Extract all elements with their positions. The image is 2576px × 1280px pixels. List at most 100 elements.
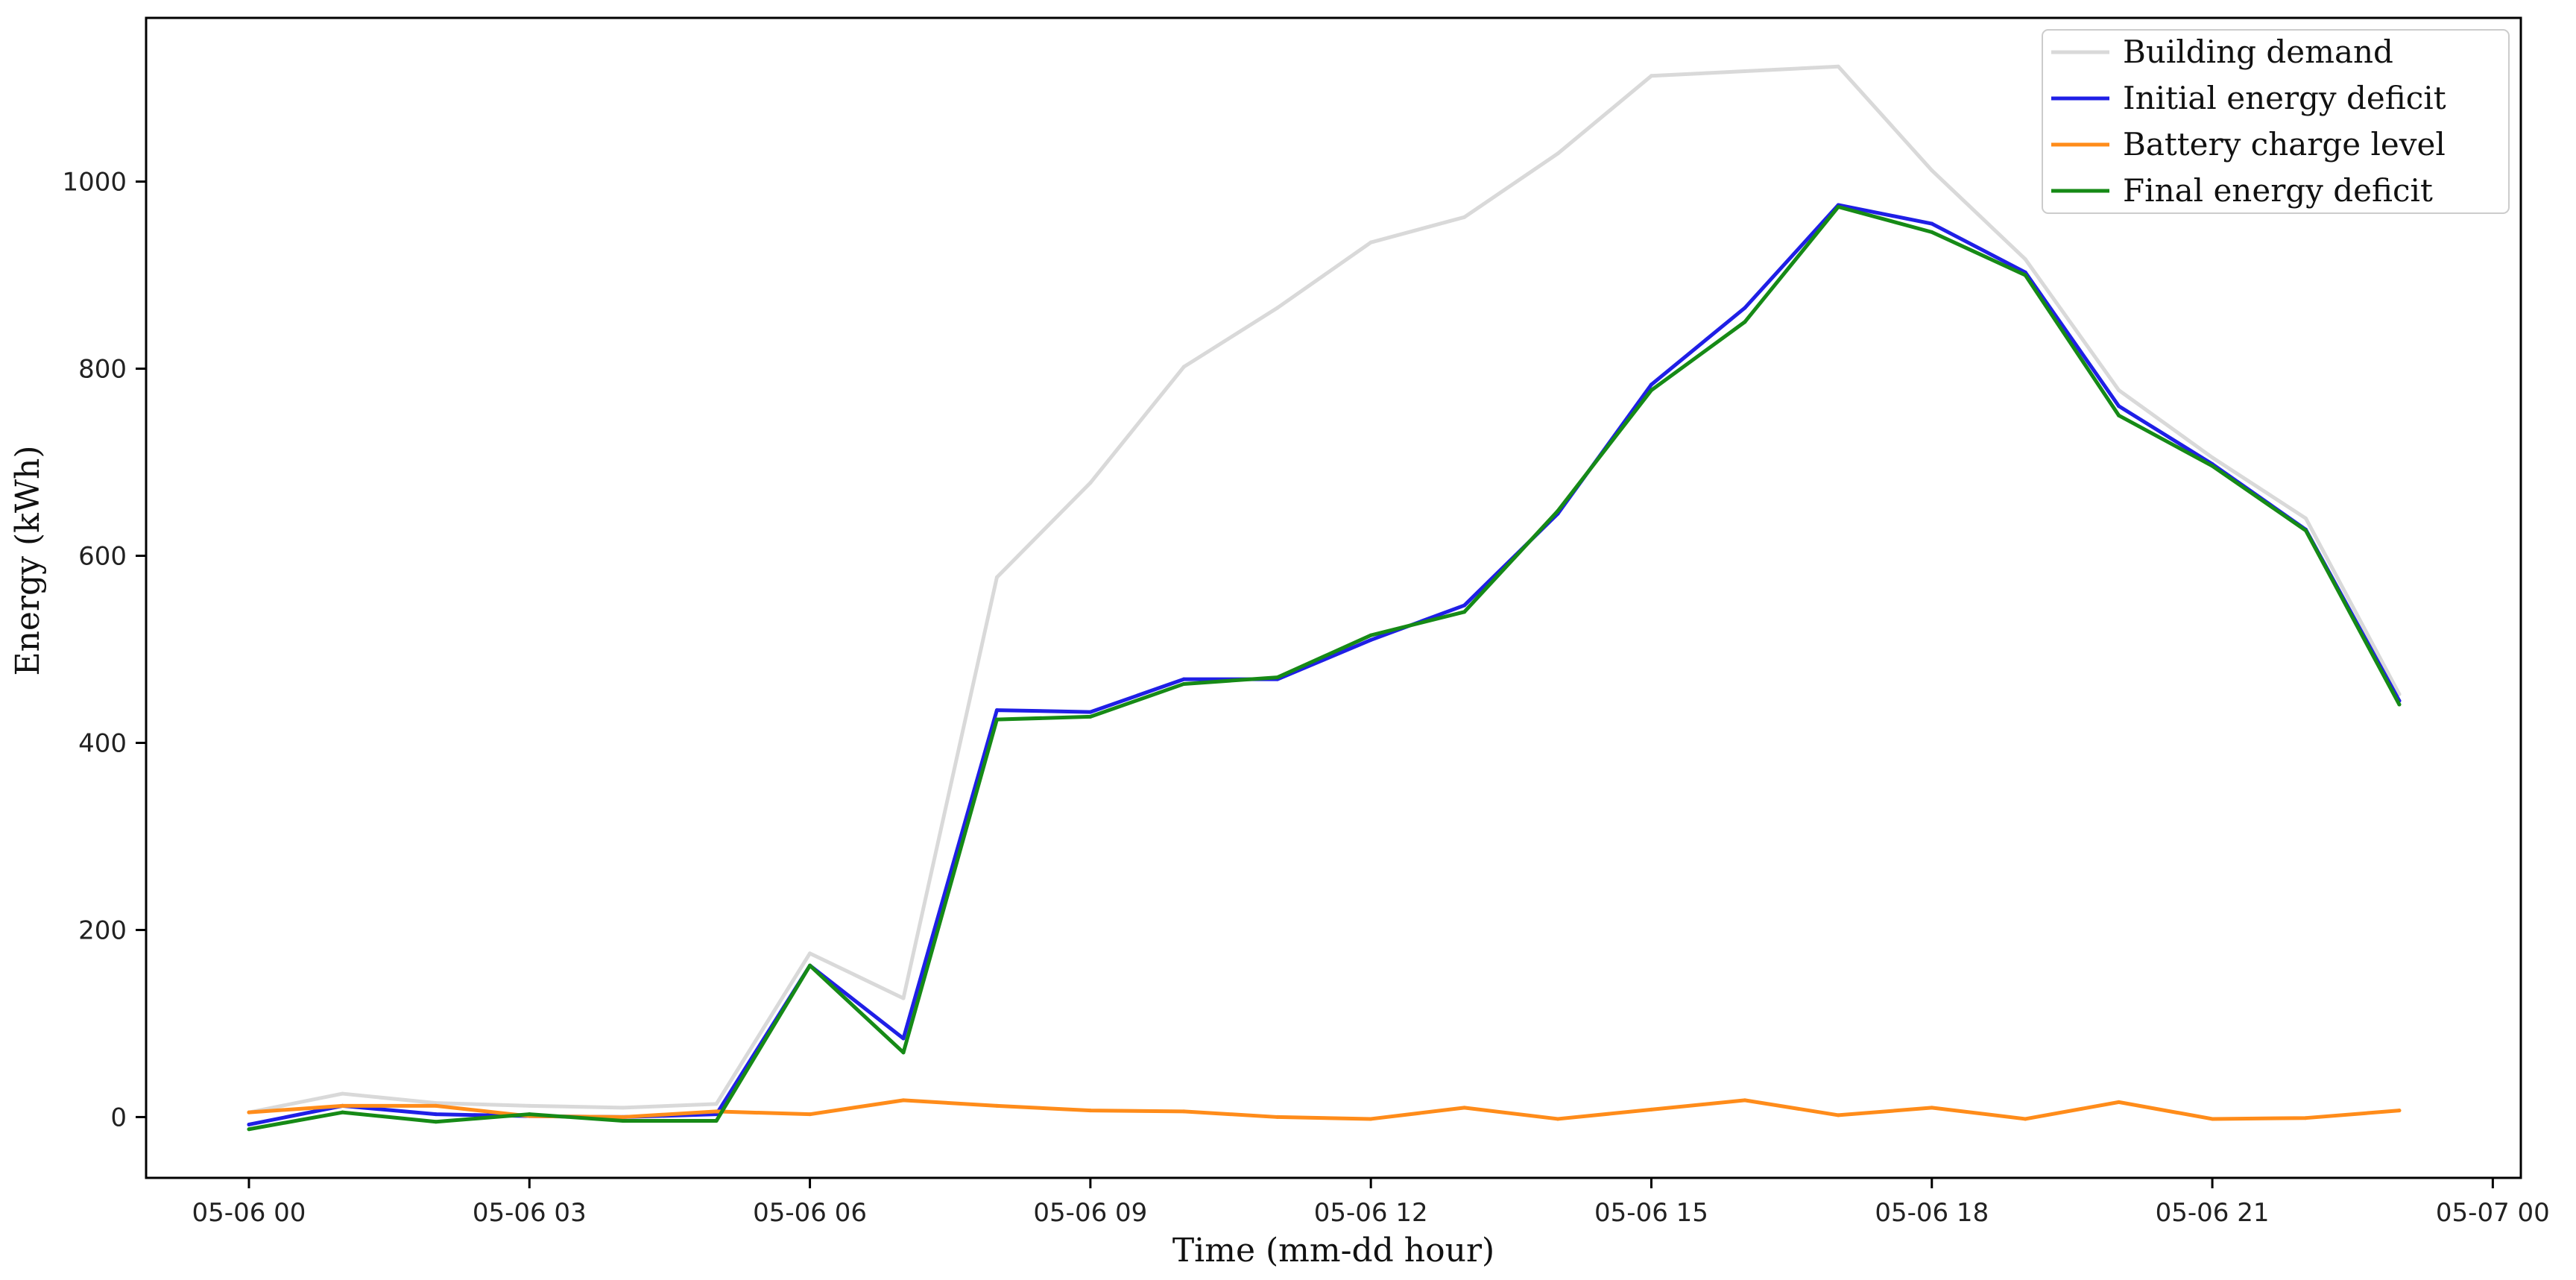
data-point: [901, 1098, 906, 1103]
data-point: [1649, 74, 1653, 78]
data-point: [1649, 382, 1653, 387]
data-point: [1556, 508, 1560, 513]
legend-frame: [2042, 29, 2510, 214]
legend-label: Battery charge level: [2123, 126, 2446, 163]
y-tick-label: 800: [78, 355, 127, 385]
data-point: [1930, 168, 1934, 173]
data-point: [1649, 1107, 1653, 1112]
data-point: [1368, 633, 1373, 637]
series-points-initial-energy-deficit: [247, 203, 2402, 1126]
data-point: [340, 1091, 344, 1096]
data-point: [808, 951, 812, 956]
series-layer: [247, 64, 2402, 1132]
data-point: [1930, 1106, 1934, 1110]
data-point: [1275, 675, 1280, 680]
data-point: [1462, 610, 1467, 614]
data-point: [1743, 69, 1747, 74]
data-point: [2397, 702, 2402, 707]
data-point: [1930, 221, 1934, 226]
data-point: [1930, 230, 1934, 234]
data-point: [714, 1118, 719, 1123]
y-axis: 0 200 400 600 800 1000: [62, 168, 146, 1132]
data-point: [1088, 714, 1093, 719]
y-tick-label: 400: [78, 729, 127, 759]
data-point: [2304, 1116, 2308, 1120]
x-tick-label: 05-06 09: [1033, 1198, 1147, 1228]
data-point: [2117, 413, 2121, 417]
data-point: [340, 1103, 344, 1108]
data-point: [527, 1103, 531, 1108]
data-point: [1743, 1098, 1747, 1103]
legend-label: Final energy deficit: [2123, 172, 2433, 209]
data-point: [434, 1101, 438, 1106]
data-point: [1181, 1109, 1186, 1114]
data-point: [1836, 204, 1840, 209]
data-point: [1368, 240, 1373, 245]
data-point: [1743, 320, 1747, 324]
legend-label: Building demand: [2123, 34, 2393, 70]
x-tick-label: 05-06 00: [192, 1198, 306, 1228]
y-tick-label: 200: [78, 915, 127, 945]
data-point: [901, 996, 906, 1000]
y-tick-label: 0: [110, 1103, 127, 1132]
data-point: [714, 1109, 719, 1114]
data-point: [2304, 529, 2308, 533]
legend-label: Initial energy deficit: [2123, 80, 2446, 116]
data-point: [1462, 1106, 1467, 1110]
data-point: [714, 1102, 719, 1106]
series-points-building-demand: [247, 64, 2402, 1115]
data-point: [2117, 404, 2121, 409]
data-point: [1836, 64, 1840, 69]
data-point: [2210, 455, 2214, 460]
data-point: [1088, 710, 1093, 714]
data-point: [2304, 516, 2308, 520]
x-tick-label: 05-07 00: [2436, 1198, 2550, 1228]
data-point: [1088, 481, 1093, 485]
data-point: [808, 963, 812, 968]
data-point: [2117, 388, 2121, 392]
series-points-final-energy-deficit: [247, 204, 2402, 1132]
data-point: [1556, 151, 1560, 156]
plot-frame: [145, 16, 2522, 1179]
data-point: [2023, 1117, 2027, 1121]
data-point: [1743, 306, 1747, 310]
series-points-battery-charge-level: [247, 1098, 2402, 1121]
data-point: [434, 1120, 438, 1124]
data-point: [247, 1127, 251, 1132]
x-tick-label: 05-06 12: [1314, 1198, 1428, 1228]
data-point: [1181, 681, 1186, 686]
data-point: [1556, 1117, 1560, 1121]
data-point: [1462, 603, 1467, 608]
data-point: [621, 1106, 625, 1110]
data-point: [1368, 1117, 1373, 1121]
data-point: [994, 708, 999, 713]
data-point: [1181, 677, 1186, 681]
data-point: [434, 1103, 438, 1108]
x-tick-label: 05-06 18: [1875, 1198, 1989, 1228]
data-point: [2023, 273, 2027, 277]
data-point: [247, 1110, 251, 1115]
data-point: [2210, 1117, 2214, 1121]
series-line-initial-energy-deficit: [247, 203, 2402, 1126]
data-point: [1368, 637, 1373, 642]
x-axis: 05-06 00 05-06 03 05-06 06 05-06 09 05-06 12…: [192, 1178, 2550, 1228]
data-point: [808, 1112, 812, 1117]
x-tick-label: 05-06 21: [2156, 1198, 2270, 1228]
series-line-building-demand: [247, 64, 2402, 1115]
data-point: [527, 1112, 531, 1117]
data-point: [994, 575, 999, 579]
data-point: [901, 1050, 906, 1055]
data-point: [2210, 464, 2214, 468]
data-point: [994, 1103, 999, 1108]
legend: Building demand Initial energy deficit Bat…: [2042, 29, 2510, 214]
data-point: [2117, 1100, 2121, 1104]
data-point: [1275, 306, 1280, 310]
y-tick-label: 600: [78, 542, 127, 572]
x-tick-label: 05-06 03: [473, 1198, 587, 1228]
data-point: [1462, 215, 1467, 219]
data-point: [340, 1110, 344, 1115]
data-point: [247, 1122, 251, 1126]
y-axis-title: Energy (kWh): [9, 445, 47, 675]
data-point: [2397, 692, 2402, 696]
